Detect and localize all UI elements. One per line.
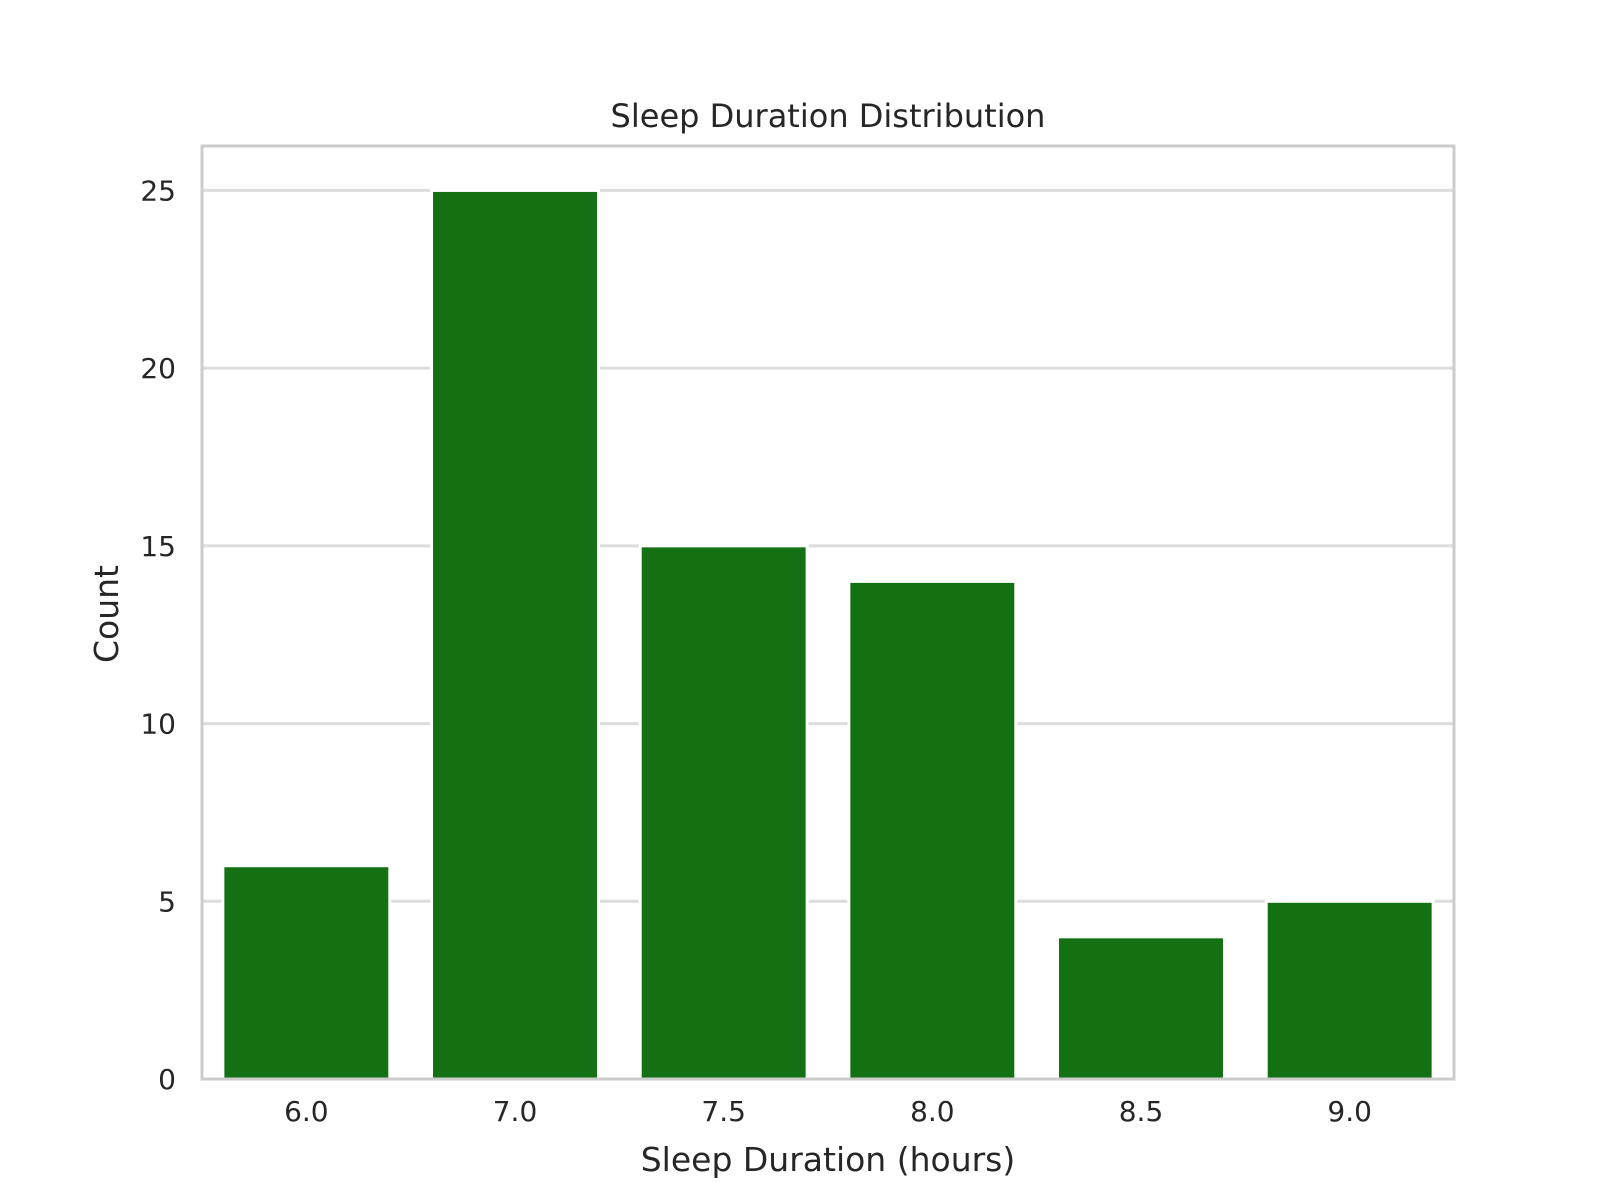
x-axis-label: Sleep Duration (hours) — [641, 1140, 1016, 1179]
y-tick-label: 0 — [158, 1063, 176, 1096]
x-tick-label: 9.0 — [1327, 1095, 1372, 1128]
x-tick-label: 7.0 — [493, 1095, 538, 1128]
bar-6.0 — [221, 864, 392, 1081]
bar-7.5 — [638, 544, 809, 1081]
x-tick-label: 7.5 — [701, 1095, 746, 1128]
bar-8.0 — [847, 579, 1018, 1081]
y-tick-label: 20 — [140, 352, 176, 385]
plot-frame — [200, 144, 1456, 1081]
bar-7.0 — [430, 188, 600, 1081]
y-tick-label: 10 — [140, 708, 176, 741]
x-tick-labels: 6.0 7.0 7.5 8.0 8.5 9.0 — [284, 1095, 1372, 1128]
y-axis-label: Count — [87, 565, 126, 663]
grid-lines — [202, 188, 1454, 903]
bar-8.5 — [1056, 935, 1226, 1081]
y-tick-label: 15 — [140, 530, 176, 563]
x-tick-label: 8.5 — [1119, 1095, 1164, 1128]
y-tick-label: 25 — [140, 174, 176, 207]
chart-title: Sleep Duration Distribution — [611, 97, 1046, 135]
bar-9.0 — [1264, 899, 1435, 1081]
y-tick-labels: 0 5 10 15 20 25 — [140, 174, 176, 1096]
x-tick-label: 6.0 — [284, 1095, 329, 1128]
x-tick-label: 8.0 — [910, 1095, 955, 1128]
bars — [221, 188, 1435, 1081]
y-tick-label: 5 — [158, 885, 176, 918]
